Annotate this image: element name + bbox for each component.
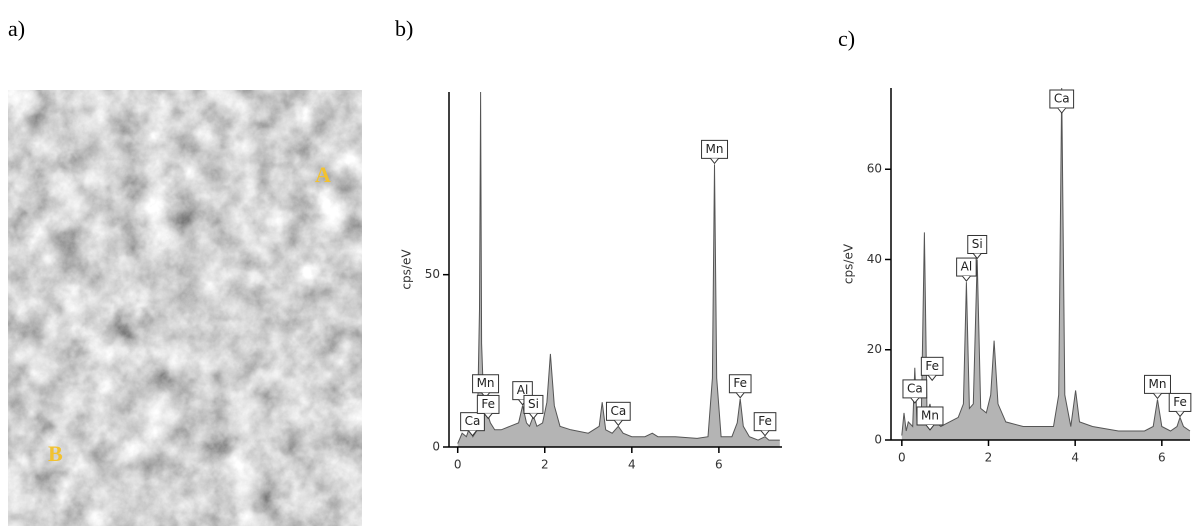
y-tick-label: 50 (425, 267, 440, 281)
peak-label: Fe (920, 356, 944, 382)
peak-label-pointer (1057, 107, 1067, 114)
y-tick-label: 20 (867, 342, 882, 356)
peak-label-text: Mn (706, 142, 724, 156)
peak-label-text: Fe (1173, 395, 1187, 409)
panel-label: b) (395, 16, 413, 41)
peak-label: Si (967, 234, 988, 260)
peak-label: Mn (472, 374, 500, 399)
x-tick-label: 4 (1071, 451, 1079, 465)
peak-label: Mn (1144, 374, 1171, 400)
peak-label-pointer (972, 253, 982, 260)
peak-label-text: Fe (733, 376, 747, 390)
image-label: B (48, 441, 63, 466)
area-fill (457, 92, 780, 447)
panel-label: a) (8, 16, 25, 41)
peak-label-text: Mn (477, 376, 495, 390)
y-tick-label: 0 (874, 433, 882, 447)
spectrum-line (901, 87, 1191, 436)
peak-label-text: Fe (481, 397, 495, 411)
sem-image (8, 90, 362, 526)
x-tick-label: 2 (541, 458, 549, 472)
peak-label: Ca (1049, 89, 1075, 114)
x-tick-label: 0 (898, 451, 906, 465)
peak-label-text: Si (528, 397, 539, 411)
peak-label-text: Fe (758, 414, 772, 428)
peak-label: Si (523, 394, 544, 420)
peak-label-pointer (910, 397, 920, 404)
panel-label: c) (838, 26, 855, 51)
peak-label-text: Mn (921, 408, 939, 422)
peak-label-pointer (927, 375, 937, 382)
peak-label: Ca (460, 412, 485, 437)
peak-label-pointer (925, 424, 935, 431)
y-axis-label: cps/eV (400, 249, 414, 290)
x-tick-label: 6 (1158, 451, 1166, 465)
peak-label-text: Ca (465, 414, 481, 428)
peak-label: Fe (1168, 392, 1192, 418)
image-label: A (315, 162, 331, 187)
peak-label-text: Si (972, 237, 983, 251)
peak-label-text: Mn (1149, 377, 1167, 391)
x-tick-label: 4 (628, 458, 636, 472)
peak-label: Ca (605, 401, 631, 427)
peak-label-pointer (1153, 393, 1162, 400)
peak-label-text: Fe (925, 359, 939, 373)
peak-label: Ca (902, 379, 928, 404)
x-tick-label: 6 (715, 458, 723, 472)
peak-label-text: Ca (907, 381, 923, 395)
peak-label: Mn (916, 406, 944, 431)
y-tick-label: 60 (867, 162, 882, 176)
peak-label-text: Al (517, 383, 529, 397)
peak-label: Fe (728, 374, 752, 399)
peak-label-text: Ca (610, 404, 626, 418)
y-axis-label: cps/eV (842, 243, 856, 284)
peak-label: Fe (753, 412, 777, 437)
peak-label: Al (956, 257, 977, 282)
peak-label: Mn (701, 139, 729, 165)
peak-label-pointer (613, 420, 623, 427)
peak-label-pointer (962, 275, 971, 282)
peak-label-pointer (710, 158, 719, 165)
y-tick-label: 0 (432, 440, 440, 454)
peak-label: Fe (476, 394, 500, 420)
peak-label-text: Al (961, 260, 973, 274)
peak-label-pointer (468, 430, 477, 437)
peak-label-pointer (760, 430, 770, 437)
peak-label-pointer (1175, 411, 1185, 418)
peak-label-pointer (483, 413, 493, 420)
peak-label-pointer (529, 413, 538, 420)
y-tick-label: 40 (867, 252, 882, 266)
peak-label-pointer (735, 392, 745, 399)
x-tick-label: 0 (454, 458, 462, 472)
peak-label-text: Ca (1054, 92, 1070, 106)
x-tick-label: 2 (985, 451, 993, 465)
